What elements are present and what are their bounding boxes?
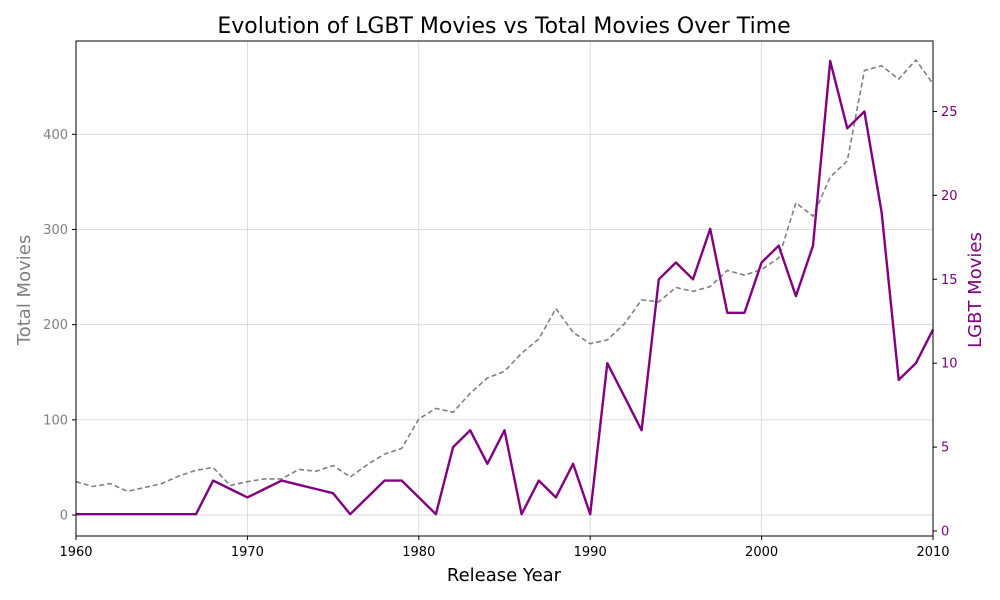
y-left-tick-label: 300 xyxy=(43,223,68,238)
ticks: 1960 1970 1980 1990 2000 20100100200300400051… xyxy=(43,105,957,560)
x-tick-label: 1960 xyxy=(59,545,92,560)
total-movies-line xyxy=(75,59,934,493)
y-axis-left-title: Total Movies xyxy=(14,235,35,346)
y-axis-right-title: LGBT Movies xyxy=(965,232,986,348)
x-axis-title: Release Year xyxy=(447,565,562,586)
x-tick-label: 1980 xyxy=(402,545,435,560)
chart-title: Evolution of LGBT Movies vs Total Movies… xyxy=(217,14,790,39)
y-right-tick-label: 5 xyxy=(941,441,949,456)
y-right-tick-label: 10 xyxy=(941,357,958,372)
series-layer xyxy=(75,59,935,516)
y-right-tick-label: 0 xyxy=(941,524,949,539)
x-tick-label: 2000 xyxy=(745,545,778,560)
lgbt-movies-line xyxy=(76,59,935,516)
y-right-tick-label: 15 xyxy=(941,273,958,288)
y-left-tick-label: 400 xyxy=(43,128,68,143)
y-right-tick-label: 20 xyxy=(941,189,958,204)
y-right-tick-label: 25 xyxy=(941,105,958,120)
y-left-tick-label: 0 xyxy=(60,509,68,524)
x-tick-label: 1970 xyxy=(231,545,264,560)
y-left-tick-label: 100 xyxy=(43,413,68,428)
y-left-tick-label: 200 xyxy=(43,318,68,333)
plot-frame xyxy=(75,40,934,537)
x-tick-label: 1990 xyxy=(574,545,607,560)
x-tick-label: 2010 xyxy=(916,545,949,560)
